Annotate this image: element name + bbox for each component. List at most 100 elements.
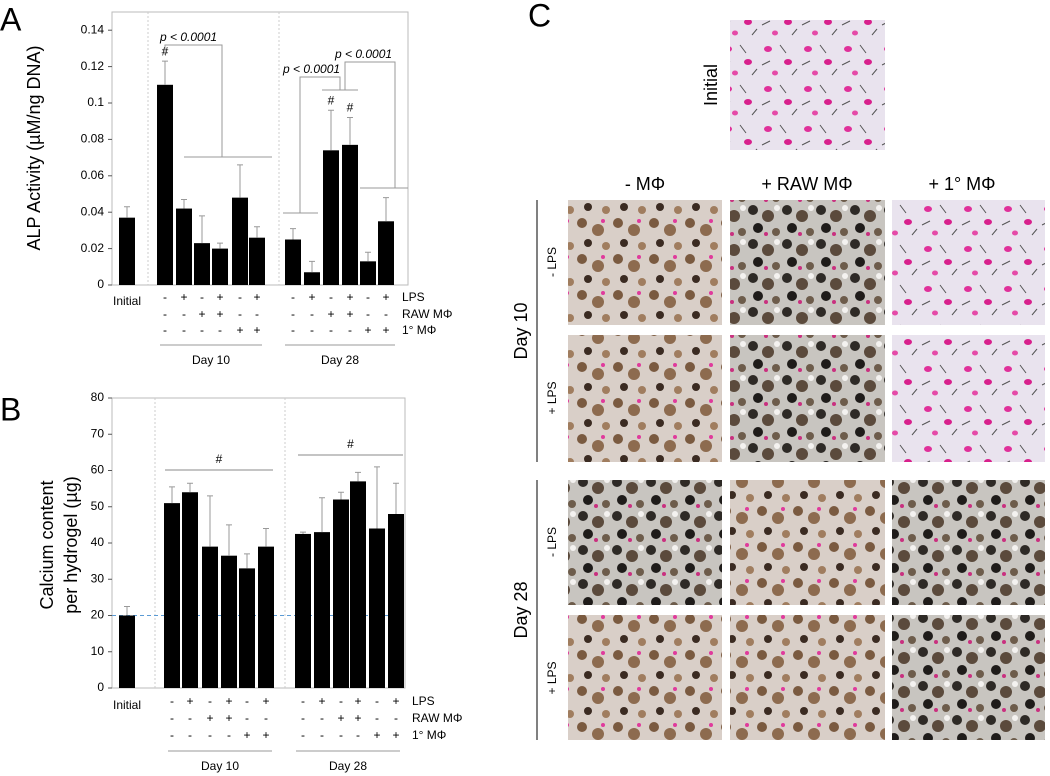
- p-value-label: p < 0.0001: [282, 62, 340, 76]
- significance-bracket: [283, 76, 358, 214]
- bar: [202, 546, 218, 688]
- error-bar: [187, 482, 193, 493]
- panel-letter: B: [0, 391, 21, 427]
- error-bar: [347, 117, 353, 145]
- group-label: Day 28: [511, 581, 531, 638]
- condition-value: +: [180, 290, 187, 304]
- micrograph: [892, 480, 1045, 605]
- condition-value: +: [216, 290, 223, 304]
- bar: [182, 492, 198, 688]
- condition-value: +: [346, 290, 353, 304]
- condition-value: -: [291, 323, 295, 337]
- condition-value: +: [206, 711, 213, 725]
- condition-value: +: [225, 711, 232, 725]
- bar: [258, 546, 274, 688]
- y-tick-label: 0.1: [87, 95, 104, 109]
- error-bar: [217, 242, 223, 249]
- condition-value: -: [301, 711, 305, 725]
- condition-value: -: [366, 290, 370, 304]
- error-bar: [393, 482, 399, 514]
- condition-value: -: [227, 728, 231, 742]
- column-label: + 1° MΦ: [928, 174, 995, 194]
- condition-value: -: [182, 307, 186, 321]
- condition-value: -: [366, 307, 370, 321]
- bar: [249, 237, 265, 285]
- row-label: - LPS: [545, 247, 559, 277]
- condition-value: -: [394, 711, 398, 725]
- y-tick-label: 20: [91, 608, 105, 622]
- error-bar: [124, 206, 130, 218]
- bar: [176, 208, 192, 285]
- panel-letter: C: [528, 0, 551, 33]
- condition-value: -: [375, 694, 379, 708]
- condition-value: +: [243, 728, 250, 742]
- micrograph: [730, 615, 885, 740]
- condition-value: +: [392, 728, 399, 742]
- condition-value: -: [310, 323, 314, 337]
- y-tick-label: 40: [91, 535, 105, 549]
- y-tick-label: 50: [91, 499, 105, 513]
- row-label: - LPS: [545, 527, 559, 557]
- micrograph: [730, 200, 885, 325]
- condition-value: -: [188, 728, 192, 742]
- significance-bracket: [344, 61, 408, 189]
- group-label: Day 28: [321, 353, 359, 367]
- condition-value: -: [200, 323, 204, 337]
- error-bar: [309, 260, 315, 273]
- error-bar: [383, 197, 389, 222]
- error-bar: [319, 497, 325, 533]
- bar: [342, 144, 358, 285]
- bar: [285, 239, 301, 285]
- error-bar: [355, 471, 361, 482]
- condition-value: -: [301, 694, 305, 708]
- micrograph: [892, 615, 1045, 740]
- group-label: Day 10: [201, 759, 239, 773]
- y-tick-label: 0.12: [81, 59, 105, 73]
- condition-value: -: [320, 711, 324, 725]
- micrograph: [730, 480, 885, 605]
- micrograph: [568, 200, 722, 325]
- condition-value: +: [308, 290, 315, 304]
- condition-value: +: [236, 323, 243, 337]
- condition-value: -: [339, 728, 343, 742]
- row-label: Initial: [701, 64, 721, 106]
- condition-value: +: [186, 694, 193, 708]
- micrograph: [892, 335, 1045, 462]
- error-bar: [169, 486, 175, 504]
- error-bar: [263, 528, 269, 547]
- condition-value: -: [291, 290, 295, 304]
- condition-value: -: [200, 290, 204, 304]
- micrograph: [568, 335, 722, 462]
- y-axis-label: ALP Activity (µM/ng DNA): [24, 45, 44, 250]
- condition-value: -: [208, 728, 212, 742]
- bar: [119, 615, 135, 688]
- condition-value: +: [327, 307, 334, 321]
- condition-value: -: [170, 711, 174, 725]
- bar: [119, 217, 135, 285]
- row-label: + LPS: [545, 381, 559, 414]
- group-label: Day 28: [329, 759, 367, 773]
- condition-value: +: [262, 728, 269, 742]
- bar-chart: B Calcium content per hydrogel (µg) 0 10 20 30…: [0, 390, 462, 773]
- condition-value: +: [373, 728, 380, 742]
- micrograph: [568, 480, 722, 605]
- micrograph-grid: [568, 200, 1045, 740]
- condition-value: +: [253, 323, 260, 337]
- condition-value: -: [245, 711, 249, 725]
- y-tick-label: 0.14: [81, 22, 105, 36]
- y-tick-label: 70: [91, 426, 105, 440]
- bar: [212, 248, 228, 285]
- bar: [164, 503, 180, 688]
- error-bar: [300, 531, 306, 534]
- condition-value: -: [238, 307, 242, 321]
- bar: [221, 555, 237, 688]
- condition-value: -: [329, 323, 333, 337]
- micrograph: [730, 20, 885, 150]
- condition-name: 1° MΦ: [402, 323, 436, 337]
- condition-value: -: [348, 323, 352, 337]
- bar: [314, 532, 330, 688]
- p-value-label: p < 0.0001: [159, 30, 217, 44]
- y-tick-label: 30: [91, 571, 105, 585]
- condition-value: -: [291, 307, 295, 321]
- y-tick-label: 60: [91, 463, 105, 477]
